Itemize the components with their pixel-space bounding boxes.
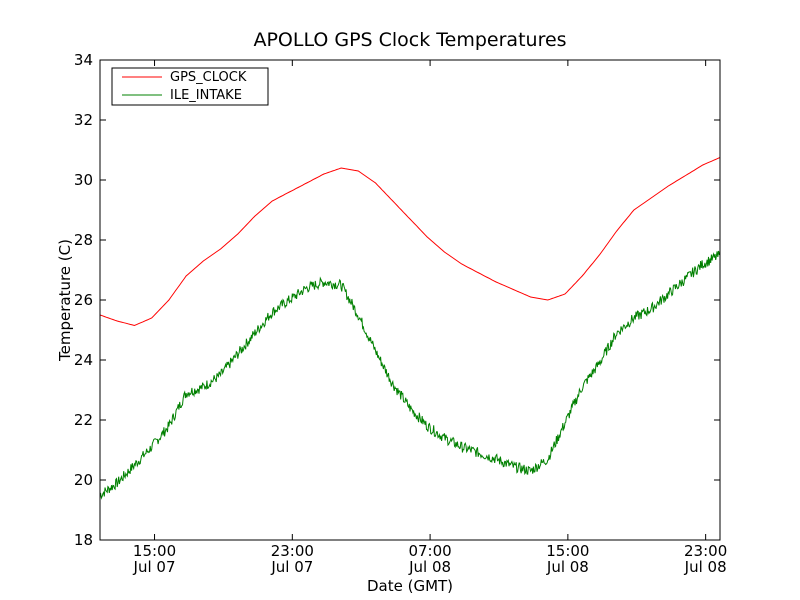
legend: GPS_CLOCK ILE_INTAKE <box>111 67 269 106</box>
y-tick-label: 18 <box>74 531 93 549</box>
legend-label-ile-intake: ILE_INTAKE <box>170 88 242 103</box>
y-tick-label: 22 <box>74 411 93 429</box>
x-tick-label-date: Jul 08 <box>546 558 589 576</box>
x-tick-label-date: Jul 07 <box>270 558 313 576</box>
y-tick-label: 24 <box>74 351 93 369</box>
y-tick-label: 32 <box>74 111 93 129</box>
x-tick-label-time: 15:00 <box>546 542 589 560</box>
legend-box <box>111 67 269 106</box>
series-line-ile-intake <box>99 250 721 500</box>
series-layer <box>99 157 721 500</box>
y-axis-label: Temperature (C) <box>56 239 74 362</box>
series-line-gps-clock <box>99 157 721 327</box>
x-tick-label-time: 15:00 <box>133 542 176 560</box>
legend-label-gps-clock: GPS_CLOCK <box>170 70 247 85</box>
x-axis-label: Date (GMT) <box>367 577 453 595</box>
y-tick-label: 26 <box>74 291 93 309</box>
chart-title: APOLLO GPS Clock Temperatures <box>253 29 566 51</box>
x-tick-label-date: Jul 07 <box>133 558 176 576</box>
x-tick-label-date: Jul 08 <box>408 558 451 576</box>
y-tick-label: 30 <box>74 171 93 189</box>
x-tick-label-time: 23:00 <box>271 542 314 560</box>
x-tick-label-time: 07:00 <box>408 542 451 560</box>
x-tick-label-date: Jul 08 <box>684 558 727 576</box>
x-tick-label-time: 23:00 <box>684 542 727 560</box>
y-tick-label: 34 <box>74 51 93 69</box>
y-tick-label: 28 <box>74 231 93 249</box>
y-tick-label: 20 <box>74 471 93 489</box>
